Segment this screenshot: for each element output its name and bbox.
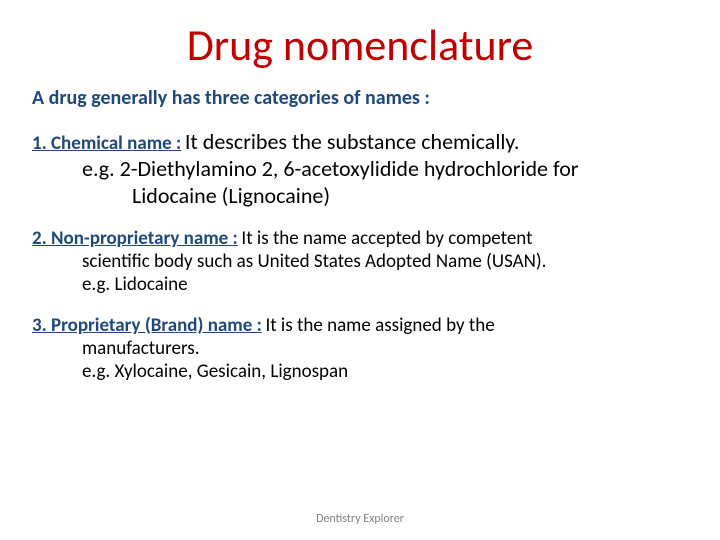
section-lead: 2. Non-proprietary name : — [32, 227, 238, 250]
section-nonproprietary-name: 2. Non-proprietary name : It is the name… — [32, 227, 688, 296]
section-lead: 3. Proprietary (Brand) name : — [32, 314, 262, 337]
section-body-line3: e.g. Lidocaine — [82, 273, 688, 296]
section-desc: It is the name assigned by the — [265, 314, 494, 337]
section-body-line2: scientific body such as United States Ad… — [82, 250, 688, 273]
section-desc: It is the name accepted by competent — [241, 227, 532, 250]
section-body-line3: e.g. Xylocaine, Gesicain, Lignospan — [82, 360, 688, 383]
section-proprietary-name: 3. Proprietary (Brand) name : It is the … — [32, 314, 688, 383]
section-example-line1: e.g. 2-Diethylamino 2, 6-acetoxylidide h… — [82, 155, 688, 182]
section-body-line2: manufacturers. — [82, 337, 688, 360]
slide-title: Drug nomenclature — [32, 18, 688, 72]
slide: Drug nomenclature A drug generally has t… — [0, 0, 720, 540]
section-chemical-name: 1. Chemical name : It describes the subs… — [32, 128, 688, 209]
section-desc: It describes the substance chemically. — [185, 128, 520, 155]
section-lead: 1. Chemical name : — [32, 132, 181, 155]
intro-text: A drug generally has three categories of… — [32, 86, 688, 110]
footer-text: Dentistry Explorer — [0, 512, 720, 526]
section-example-line2: Lidocaine (Lignocaine) — [132, 182, 688, 209]
